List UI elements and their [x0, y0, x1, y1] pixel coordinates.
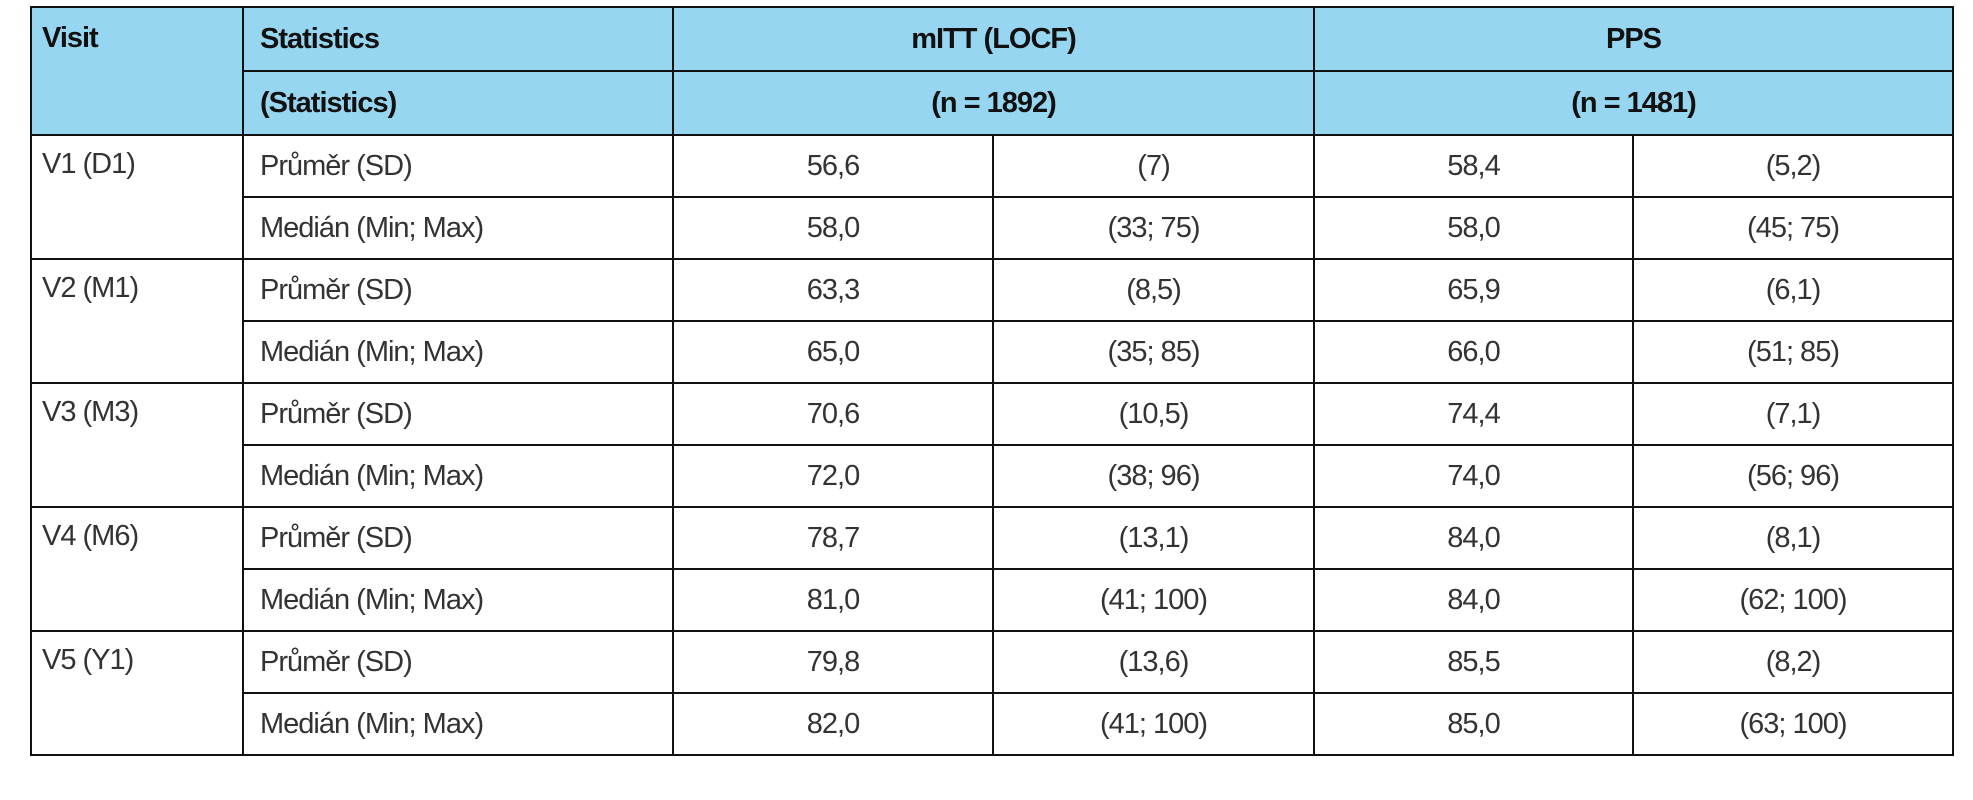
value-cell: (41; 100): [991, 692, 1316, 756]
header-cell: (Statistics): [242, 70, 674, 136]
header-cell: (n = 1481): [1313, 70, 1955, 136]
statistic-label: Průměr (SD): [242, 382, 674, 446]
document: Visit Statistics mITT (LOCF) PPS (Statistics…: [30, 6, 1955, 756]
header-cell: (n = 1892): [671, 70, 1316, 136]
statistic-label: Průměr (SD): [242, 258, 674, 322]
value-cell: 84,0: [1313, 568, 1635, 632]
visit-cell: V2 (M1): [30, 258, 244, 384]
statistic-label: Průměr (SD): [242, 630, 674, 694]
value-cell: (8,5): [991, 258, 1316, 322]
results-table: Visit Statistics mITT (LOCF) PPS (Statistics…: [30, 6, 1955, 756]
value-cell: (62; 100): [1632, 568, 1955, 632]
statistic-label: Medián (Min; Max): [242, 568, 674, 632]
value-cell: (5,2): [1632, 134, 1955, 198]
statistic-label: Průměr (SD): [242, 134, 674, 198]
table-row: Medián (Min; Max) 82,0 (41; 100) 85,0 (63; 1…: [31, 692, 1955, 756]
value-cell: (63; 100): [1632, 692, 1955, 756]
value-cell: 85,0: [1313, 692, 1635, 756]
visit-cell: V1 (D1): [30, 134, 244, 260]
value-cell: (6,1): [1632, 258, 1955, 322]
table-row: V2 (M1) Průměr (SD) 63,3 (8,5) 65,9 (6,1): [30, 258, 1955, 384]
value-cell: 74,0: [1313, 444, 1635, 508]
header-cell: PPS: [1313, 6, 1955, 72]
statistic-label: Medián (Min; Max): [242, 320, 674, 384]
table-row: V1 (D1) Průměr (SD) 56,6 (7) 58,4 (5,2): [30, 134, 1955, 260]
value-cell: (7,1): [1632, 382, 1955, 446]
table-row: Medián (Min; Max) 58,0 (33; 75) 58,0 (45; 75…: [31, 196, 1955, 260]
value-cell: (41; 100): [991, 568, 1316, 632]
value-cell: (45; 75): [1632, 196, 1955, 260]
value-cell: (13,1): [991, 506, 1316, 570]
visit-cell: V3 (M3): [30, 382, 244, 508]
value-cell: 56,6: [672, 134, 994, 198]
value-cell: (10,5): [991, 382, 1316, 446]
visit-cell: V5 (Y1): [30, 630, 244, 756]
statistic-label: Medián (Min; Max): [242, 444, 674, 508]
value-cell: 58,4: [1313, 134, 1635, 198]
table-row: Medián (Min; Max) 72,0 (38; 96) 74,0 (56; 96…: [31, 444, 1955, 508]
header-cell: Statistics: [242, 6, 674, 72]
statistic-label: Průměr (SD): [242, 506, 674, 570]
value-cell: 74,4: [1313, 382, 1635, 446]
value-cell: (13,6): [991, 630, 1316, 694]
value-cell: (7): [991, 134, 1316, 198]
header-cell: mITT (LOCF): [671, 6, 1316, 72]
value-cell: (51; 85): [1632, 320, 1955, 384]
value-cell: 85,5: [1313, 630, 1635, 694]
table-row: Medián (Min; Max) 81,0 (41; 100) 84,0 (62; 1…: [31, 568, 1955, 632]
value-cell: 66,0: [1313, 320, 1635, 384]
value-cell: (56; 96): [1632, 444, 1955, 508]
value-cell: (38; 96): [991, 444, 1316, 508]
value-cell: 79,8: [672, 630, 994, 694]
value-cell: 82,0: [672, 692, 994, 756]
value-cell: (8,1): [1632, 506, 1955, 570]
value-cell: 78,7: [672, 506, 994, 570]
value-cell: 81,0: [672, 568, 994, 632]
value-cell: 65,0: [672, 320, 994, 384]
statistic-label: Medián (Min; Max): [242, 196, 674, 260]
value-cell: 84,0: [1313, 506, 1635, 570]
value-cell: 58,0: [672, 196, 994, 260]
value-cell: (35; 85): [991, 320, 1316, 384]
table-row: V3 (M3) Průměr (SD) 70,6 (10,5) 74,4 (7,1): [30, 382, 1955, 508]
value-cell: 70,6: [672, 382, 994, 446]
value-cell: 58,0: [1313, 196, 1635, 260]
header-cell: Visit: [30, 6, 244, 136]
table-row: V4 (M6) Průměr (SD) 78,7 (13,1) 84,0 (8,1): [30, 506, 1955, 632]
value-cell: 63,3: [672, 258, 994, 322]
value-cell: 65,9: [1313, 258, 1635, 322]
table-row: (Statistics) (n = 1892) (n = 1481): [31, 70, 1955, 136]
visit-cell: V4 (M6): [30, 506, 244, 632]
value-cell: (33; 75): [991, 196, 1316, 260]
table-row: Medián (Min; Max) 65,0 (35; 85) 66,0 (51; 85…: [31, 320, 1955, 384]
statistic-label: Medián (Min; Max): [242, 692, 674, 756]
table-row: Visit Statistics mITT (LOCF) PPS: [30, 6, 1955, 136]
value-cell: (8,2): [1632, 630, 1955, 694]
value-cell: 72,0: [672, 444, 994, 508]
table-row: V5 (Y1) Průměr (SD) 79,8 (13,6) 85,5 (8,2): [30, 630, 1955, 756]
